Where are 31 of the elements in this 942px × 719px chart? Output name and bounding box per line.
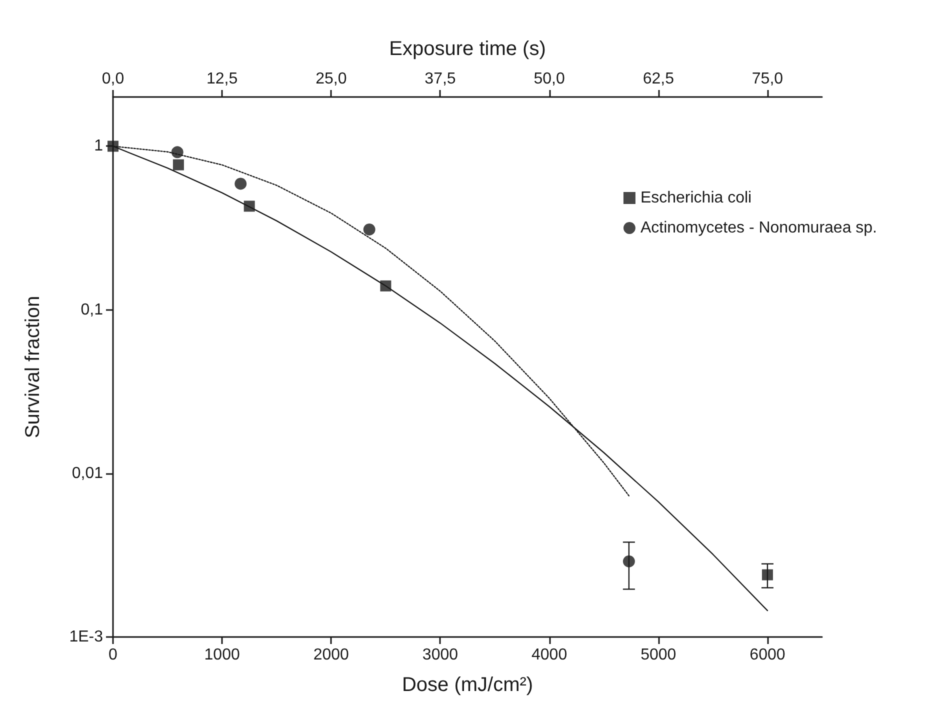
x2-tick-label: 50,0	[534, 70, 565, 88]
y-axis-title: Survival fraction	[22, 296, 44, 438]
x2-tick-label: 37,5	[424, 70, 456, 88]
x-tick-label: 6000	[750, 646, 786, 664]
point	[172, 159, 184, 170]
x-tick-label: 5000	[640, 646, 676, 664]
x2-tick-label: 62,5	[642, 70, 674, 88]
point	[622, 555, 635, 568]
y-tick-label: 1	[94, 138, 104, 155]
y-tick-label: 1E-3	[69, 628, 104, 646]
x2-tick-label: 25,0	[316, 70, 347, 88]
y-tick-label: 0,01	[72, 464, 104, 482]
point	[171, 146, 184, 158]
y-tick-label: 0,1	[80, 301, 104, 318]
x2-tick-label: 75,0	[752, 70, 784, 88]
point	[234, 178, 247, 190]
x-tick-label: 0	[108, 646, 118, 664]
legend-label: Actinomycetes - Nonomuraea sp.	[640, 220, 877, 236]
x2-tick-label: 12,5	[206, 70, 238, 88]
x-tick-label: 2000	[313, 646, 350, 664]
x-axis-title: Dose (mJ/cm²)	[402, 674, 534, 696]
x2-axis-title: Exposure time (s)	[389, 38, 546, 60]
x-tick-label: 3000	[422, 646, 458, 664]
point	[380, 280, 392, 292]
x2-tick-label: 0,0	[102, 70, 124, 88]
legend-label: Escherichia coli	[640, 190, 752, 206]
point	[363, 223, 376, 236]
point	[762, 569, 773, 580]
x-tick-label: 1000	[204, 646, 240, 664]
x-tick-label: 4000	[532, 646, 568, 664]
point	[244, 200, 255, 212]
